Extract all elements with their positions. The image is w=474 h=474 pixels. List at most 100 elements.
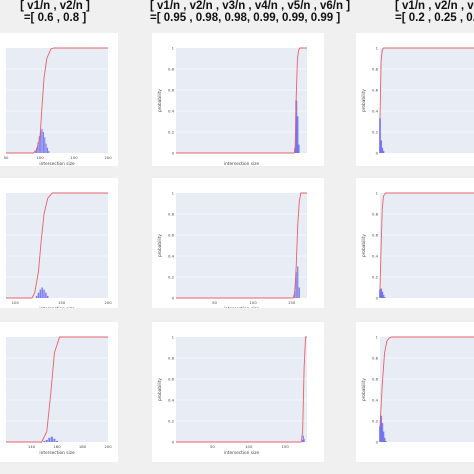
x-tick-label: 150 [70,155,78,160]
plot-area [380,48,474,153]
histogram-bar [379,426,381,442]
y-tick-label: 1 [376,334,379,339]
plot-area [6,337,108,442]
column-header-1: [ v1/n , v2/n ] =[ 0.6 , 0.8 ] [0,0,110,30]
y-tick-label: 0.4 [168,397,175,402]
plot-area [176,337,307,442]
y-tick-label: 0.2 [372,274,379,279]
histogram-bar [46,147,49,153]
chart-svg-r3c1: 140 160 180 200 intersection size [6,336,112,456]
y-axis-label: probability [361,234,367,257]
chart-svg-r2c2: 50 100 150 0 0.2 0.4 0.6 0.8 1 intersection size p… [157,190,307,308]
histogram-bar [34,150,36,153]
histogram-bar [380,140,383,153]
chart-panel-r3c1: 140 160 180 200 intersection size [0,322,118,462]
x-tick-label: 100 [249,300,257,305]
chart-panel-r1c3: 0 0.2 0.4 0.6 0.8 1 probability [356,33,474,166]
y-tick-label: 0.8 [372,66,379,71]
chart-svg-r2c3: 0 0.2 0.4 0.6 0.8 1 probability [361,190,474,300]
y-tick-label: 0 [172,150,175,155]
y-tick-label: 0.6 [168,376,175,381]
chart-svg-r2c1: 100 150 200 intersection size [6,192,112,308]
histogram-bar [46,295,49,298]
chart-panel-r3c2: 50 100 150 0 0.2 0.4 0.6 0.8 1 intersection size p… [152,322,324,462]
x-tick-label: 150 [288,300,296,305]
x-tick-label: 50 [4,155,9,160]
histogram-bar [302,439,304,442]
chart-panel-r2c3: 0 0.2 0.4 0.6 0.8 1 probability [356,178,474,308]
cdf-line [6,47,108,154]
plot-area [380,193,474,298]
histogram-bar [380,288,383,298]
cdf-line [379,47,474,119]
histogram-bar [294,291,296,298]
histogram-bar [381,423,384,442]
x-tick-label: 200 [104,300,112,305]
plot-area [176,48,307,153]
y-tick-label: 0.8 [372,355,379,360]
chart-panel-r3c3: 0 0.2 0.4 0.6 0.8 1 probability [356,322,474,462]
chart-svg-r1c1: 50 100 150 200 intersection size [4,47,112,166]
chart-svg-r1c2: 0 0.2 0.4 0.6 0.8 1 intersection size probabili… [157,45,307,166]
histogram-bar [41,128,43,153]
histogram-bar [302,435,304,442]
histogram-bar [382,431,385,442]
histogram-bar [35,295,38,298]
y-tick-label: 0.6 [372,87,379,92]
histogram-bar [297,266,299,298]
histogram-bar [55,440,59,442]
y-axis-label: probability [157,234,163,257]
histogram-bar [39,289,42,298]
y-tick-label: 0.2 [168,129,175,134]
histogram-bar [295,271,297,298]
y-tick-label: 0.2 [372,129,379,134]
histogram-bar [383,296,386,298]
column-header-3-line1: [ v1/n , v2/n , v3/n [395,0,474,12]
histogram-bar [43,440,46,442]
y-tick-label: 0.8 [168,211,175,216]
histogram-bar [37,292,40,298]
y-axis-label: probability [361,378,367,401]
chart-panel-r1c1: 50 100 150 200 intersection size [0,33,118,166]
y-tick-label: 0.4 [372,253,379,258]
histogram-bar [382,294,385,298]
y-tick-label: 0.2 [372,418,379,423]
y-tick-label: 0 [172,295,175,300]
chart-svg-r1c3: 0 0.2 0.4 0.6 0.8 1 probability [361,45,474,155]
column-header-2-line2: =[ 0.95 , 0.98, 0.98, 0.99, 0.99, 0.99 ] [150,12,341,24]
y-axis-label: probability [157,378,163,401]
y-tick-label: 0.6 [168,87,175,92]
histogram-bar [379,289,381,298]
x-tick-label: 50 [210,444,215,449]
plot-area [6,193,108,298]
histogram-bar [53,438,56,442]
y-tick-label: 0 [172,439,175,444]
histogram-bar [296,116,299,153]
x-axis-label: intersection size [224,450,260,456]
y-tick-label: 0.4 [168,253,175,258]
histogram-bar [381,291,384,298]
cdf-line [379,192,474,290]
column-header-2: [ v1/n , v2/n , v3/n , v4/n , v5/n , v6/… [150,0,350,30]
x-tick-label: 140 [28,444,36,449]
histogram-bar [295,100,298,153]
histogram-bar [45,143,47,153]
cdf-line [379,336,474,427]
histogram-bar [48,150,50,153]
histogram-bar [383,437,386,442]
cdf-line [176,192,307,299]
y-tick-label: 0.4 [372,397,379,402]
histogram-bar [303,438,305,442]
histogram-bar [50,436,53,442]
y-tick-label: 1 [376,190,379,195]
histogram-bar [45,439,48,442]
y-tick-label: 0 [376,439,379,444]
y-tick-label: 0.6 [168,232,175,237]
x-axis-label: intersection size [224,306,260,308]
plot-area [380,337,474,442]
y-tick-label: 1 [172,45,175,50]
chart-panel-r2c2: 50 100 150 0 0.2 0.4 0.6 0.8 1 intersection size p… [152,178,324,308]
y-tick-label: 0.2 [168,418,175,423]
plot-area [6,48,108,153]
x-tick-label: 150 [282,444,290,449]
